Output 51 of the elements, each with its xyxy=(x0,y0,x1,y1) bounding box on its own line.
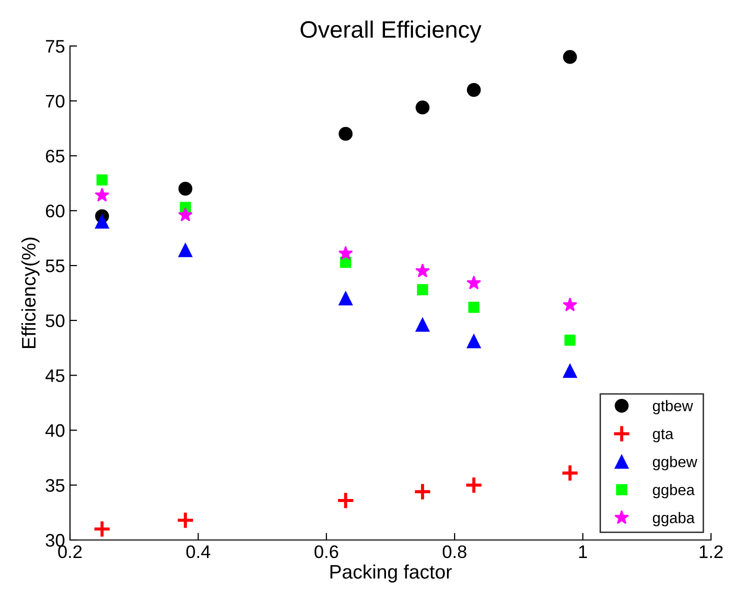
point xyxy=(563,364,577,378)
y-tick-label: 30 xyxy=(46,534,64,547)
point xyxy=(563,50,577,64)
x-axis-title: Packing factor xyxy=(330,564,452,583)
y-tick-label: 50 xyxy=(46,314,64,328)
legend-label: ggaba xyxy=(652,512,695,526)
y-tick-label: 45 xyxy=(45,369,64,382)
point xyxy=(336,491,355,510)
point xyxy=(176,511,195,530)
x-tick-label: 0.2 xyxy=(58,545,82,558)
point xyxy=(466,275,482,290)
point xyxy=(178,207,193,222)
point xyxy=(560,464,580,482)
point xyxy=(178,182,192,196)
x-tick-label: 1.2 xyxy=(700,545,723,558)
x-tick-label: 0.4 xyxy=(186,545,210,558)
y-tick-label: 40 xyxy=(45,424,64,437)
y-tick-label: 55 xyxy=(46,260,64,272)
point xyxy=(564,334,576,346)
point xyxy=(416,318,430,332)
y-tick-label: 75 xyxy=(46,40,64,53)
y-axis-title: Efficiency(%) xyxy=(21,238,40,348)
x-tick-label: 0.8 xyxy=(442,545,466,558)
point xyxy=(95,214,109,229)
chart-title: Overall Efficiency xyxy=(300,20,482,43)
x-tick-label: 1 xyxy=(579,546,587,558)
legend-label: ggbea xyxy=(652,484,695,498)
point xyxy=(466,334,481,348)
point xyxy=(416,100,430,114)
point xyxy=(562,297,578,312)
y-tick-label: 60 xyxy=(46,204,64,218)
point xyxy=(413,482,432,501)
y-tick-label: 70 xyxy=(46,94,64,108)
legend-label: gta xyxy=(652,429,674,442)
point xyxy=(468,302,480,313)
point xyxy=(338,246,353,260)
y-tick-label: 65 xyxy=(46,150,64,162)
point xyxy=(94,188,110,202)
point xyxy=(416,284,428,296)
point xyxy=(96,174,108,186)
point xyxy=(464,476,483,494)
legend-label: gtbew xyxy=(652,400,694,414)
point xyxy=(466,82,481,97)
point xyxy=(178,243,192,258)
point xyxy=(338,292,353,306)
x-tick-label: 0.6 xyxy=(314,545,338,558)
y-tick-label: 35 xyxy=(46,479,64,492)
point xyxy=(92,520,112,538)
legend-label: ggbew xyxy=(652,456,698,470)
point xyxy=(415,263,430,278)
point xyxy=(338,126,353,141)
